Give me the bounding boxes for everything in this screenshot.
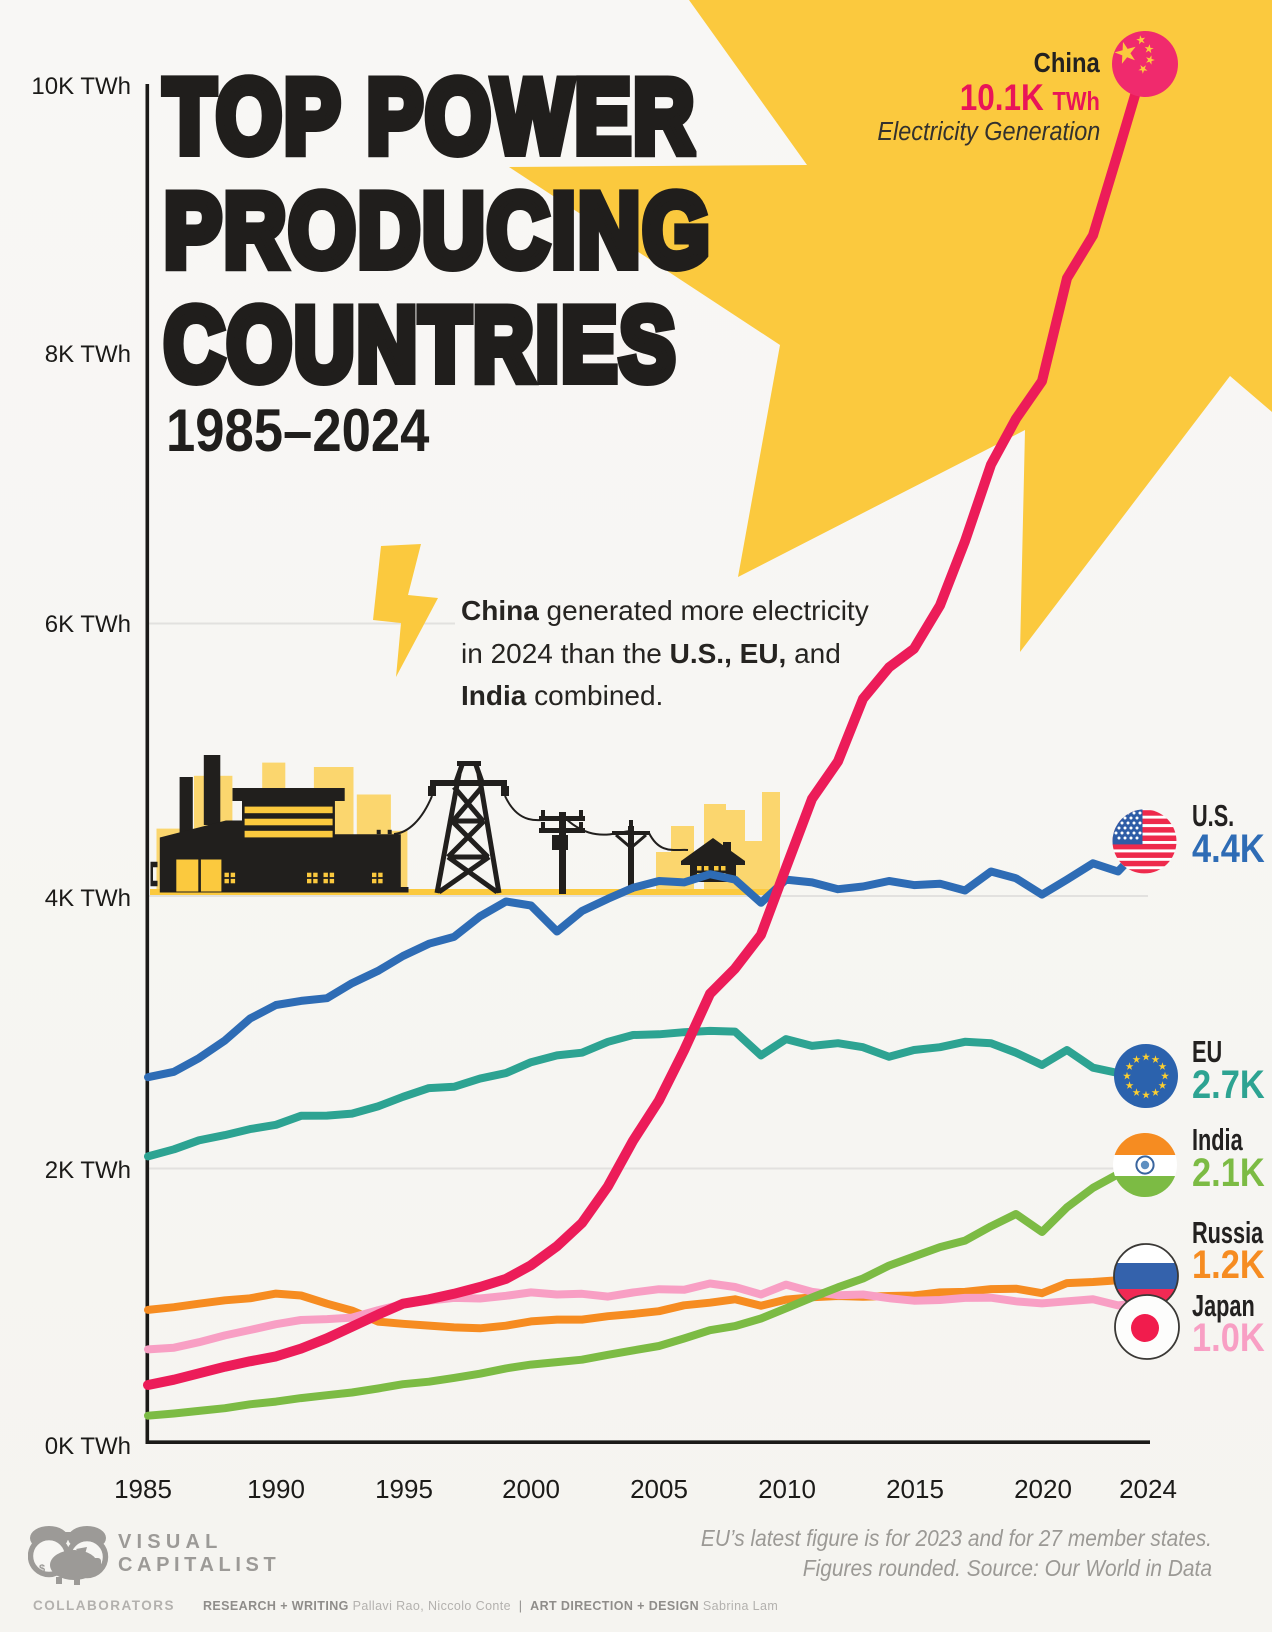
svg-text:$: $ [39, 1563, 45, 1575]
svg-text:VISUAL: VISUAL [118, 1531, 223, 1553]
svg-text:CAPITALIST: CAPITALIST [118, 1554, 280, 1576]
